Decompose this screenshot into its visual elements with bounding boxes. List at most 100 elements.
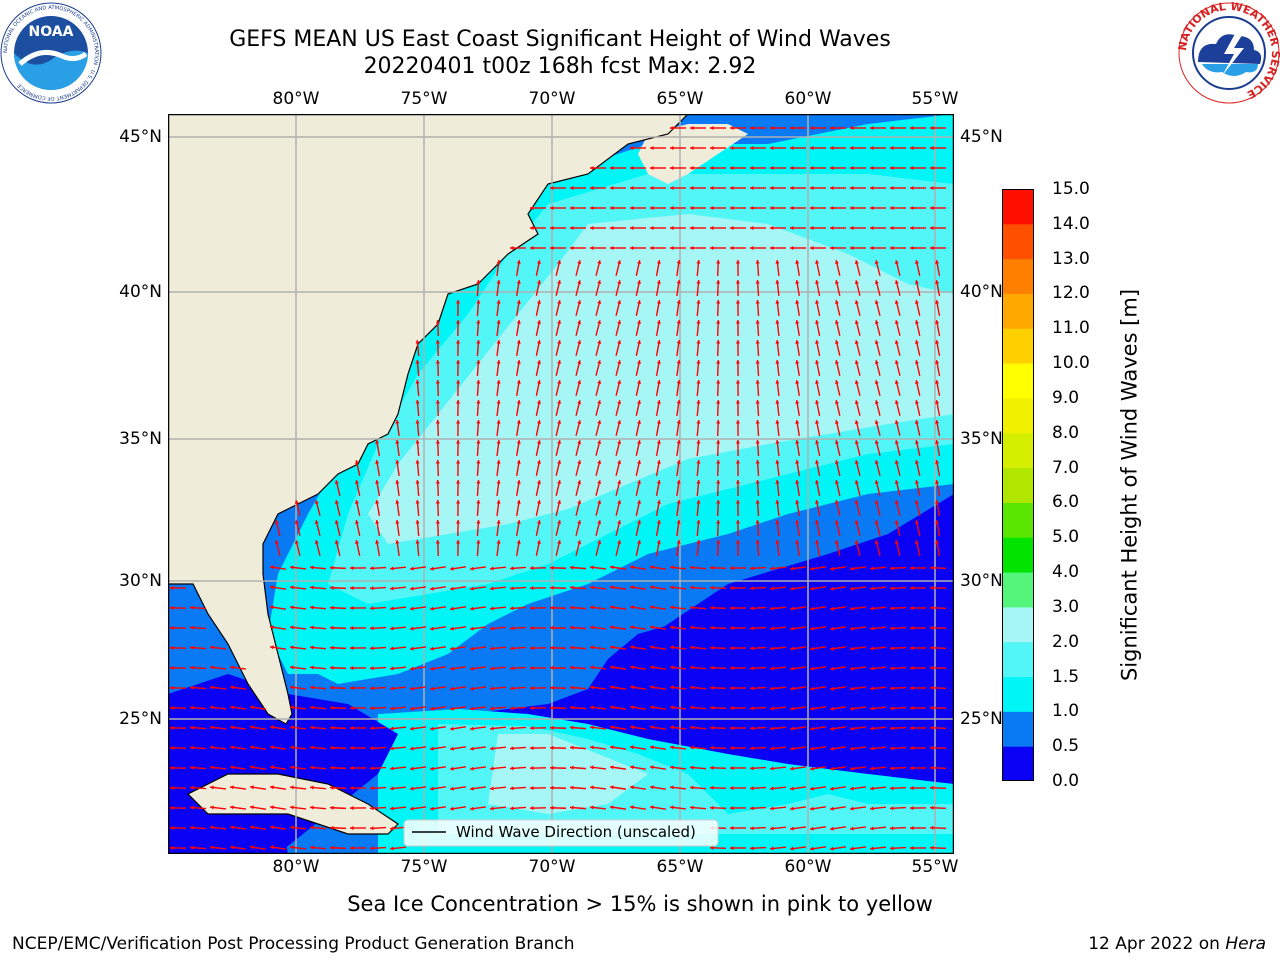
wave-direction-arrowhead <box>850 766 854 771</box>
wave-direction-arrowhead <box>770 806 774 811</box>
wave-direction-arrowhead <box>290 785 294 790</box>
wave-direction-arrowhead <box>415 340 420 344</box>
wave-direction-arrowhead <box>536 440 541 444</box>
wave-direction-arrowhead <box>696 500 701 504</box>
wave-direction-arrowhead <box>230 665 234 670</box>
wave-direction-arrowhead <box>630 705 634 710</box>
wave-direction-arrowhead <box>750 666 754 671</box>
legend-label: Wind Wave Direction (unscaled) <box>456 823 696 841</box>
wave-direction-arrowhead <box>557 400 562 405</box>
wave-direction-arrowhead <box>557 460 562 465</box>
wave-direction-arrowhead <box>810 145 814 151</box>
wave-direction-arrowhead <box>230 845 234 850</box>
wave-direction-arrowhead <box>930 125 934 131</box>
wave-direction-arrowhead <box>650 665 654 670</box>
wave-direction-arrowhead <box>516 480 521 484</box>
wave-direction-arrowhead <box>597 300 602 305</box>
wave-direction-arrowhead <box>910 685 914 691</box>
coastline-cuba <box>186 773 399 835</box>
lat-label-right: 45°N <box>960 127 1003 147</box>
wave-direction-arrowhead <box>410 786 414 791</box>
wave-direction-arrowhead <box>536 340 541 344</box>
wave-direction-arrowhead <box>510 726 514 731</box>
wave-direction-arrowhead <box>854 500 859 505</box>
wave-direction-arrowhead <box>430 626 434 631</box>
wave-direction-arrowhead <box>617 460 622 465</box>
wave-direction-arrowhead <box>415 380 420 384</box>
wave-direction-arrowhead <box>375 440 380 444</box>
wave-direction-arrowhead <box>750 786 754 791</box>
wave-direction-arrowhead <box>310 645 314 650</box>
wave-direction-arrowhead <box>350 785 354 791</box>
wave-direction-arrowhead <box>310 785 314 790</box>
wave-direction-arrowhead <box>750 726 754 731</box>
wave-direction-arrowhead <box>557 280 562 285</box>
wave-direction-arrowhead <box>415 500 420 504</box>
wave-direction-arrowhead <box>590 705 594 710</box>
wave-direction-arrowhead <box>670 745 674 750</box>
wave-direction-arrowhead <box>890 686 894 691</box>
wave-direction-arrowhead <box>530 746 534 751</box>
wave-direction-arrowhead <box>696 540 701 544</box>
wave-direction-arrowhead <box>910 185 914 191</box>
wave-direction-arrowhead <box>775 440 780 444</box>
wave-direction-arrowhead <box>894 360 899 365</box>
wave-direction-arrowhead <box>676 460 681 464</box>
wave-direction-arrowhead <box>496 520 501 524</box>
wave-direction-arrowhead <box>910 725 914 731</box>
wave-direction-arrowhead <box>910 565 914 571</box>
wave-direction-arrowhead <box>894 460 899 465</box>
wave-direction-arrowhead <box>795 540 800 544</box>
wave-direction-arrowhead <box>914 320 920 324</box>
wave-direction-arrowhead <box>516 460 521 464</box>
land-canada <box>638 124 748 184</box>
wave-direction-arrowhead <box>570 785 574 790</box>
wave-direction-arrowhead <box>597 500 602 505</box>
wave-direction-arrowhead <box>590 805 594 810</box>
wave-direction-arrowhead <box>690 805 694 810</box>
wave-direction-arrowhead <box>730 705 734 711</box>
wave-direction-arrowhead <box>390 826 394 831</box>
wave-direction-arrowhead <box>516 420 521 424</box>
wave-direction-arrowhead <box>630 145 634 151</box>
wave-direction-arrowhead <box>617 400 622 405</box>
wave-direction-arrowhead <box>935 460 940 464</box>
wave-direction-arrowhead <box>730 165 734 171</box>
wave-direction-arrowhead <box>894 380 899 385</box>
wave-direction-arrowhead <box>770 165 774 171</box>
wave-direction-arrowhead <box>310 685 314 690</box>
wave-direction-arrowhead <box>795 340 800 344</box>
wave-direction-arrowhead <box>890 826 894 831</box>
wave-direction-arrowhead <box>870 786 874 791</box>
wave-direction-arrowhead <box>834 320 839 325</box>
wave-direction-arrowhead <box>730 225 734 231</box>
wave-direction-arrowhead <box>850 746 854 751</box>
wave-direction-arrowhead <box>690 565 694 570</box>
wave-direction-arrowhead <box>190 665 194 670</box>
wave-direction-arrowhead <box>716 380 721 384</box>
wave-direction-arrowhead <box>650 165 654 171</box>
wave-direction-arrowhead <box>894 320 899 325</box>
wave-direction-arrowhead <box>854 320 859 325</box>
wave-direction-arrowhead <box>914 460 920 464</box>
wave-direction-arrowhead <box>435 540 440 544</box>
wave-direction-arrowhead <box>590 225 594 231</box>
wave-direction-arrowhead <box>597 340 602 345</box>
wave-direction-arrowhead <box>490 746 494 751</box>
wave-direction-arrowhead <box>716 360 721 364</box>
wave-direction-arrowhead <box>894 480 899 485</box>
wave-direction-arrowhead <box>716 300 721 304</box>
wave-direction-arrowhead <box>570 745 574 750</box>
colorbar-tick: 0.0 <box>1052 771 1080 791</box>
wave-direction-arrowhead <box>790 646 794 651</box>
wave-direction-arrowhead <box>650 205 654 211</box>
wave-direction-arrowhead <box>610 185 614 191</box>
wave-direction-arrowhead <box>190 625 194 630</box>
wave-direction-arrowhead <box>570 665 574 670</box>
colorbar-cell <box>1002 293 1034 329</box>
wave-direction-arrowhead <box>597 320 602 325</box>
wave-direction-arrowhead <box>790 846 794 851</box>
wave-direction-arrowhead <box>470 726 474 731</box>
wave-direction-arrowhead <box>755 280 760 284</box>
wave-direction-arrowhead <box>170 705 174 710</box>
